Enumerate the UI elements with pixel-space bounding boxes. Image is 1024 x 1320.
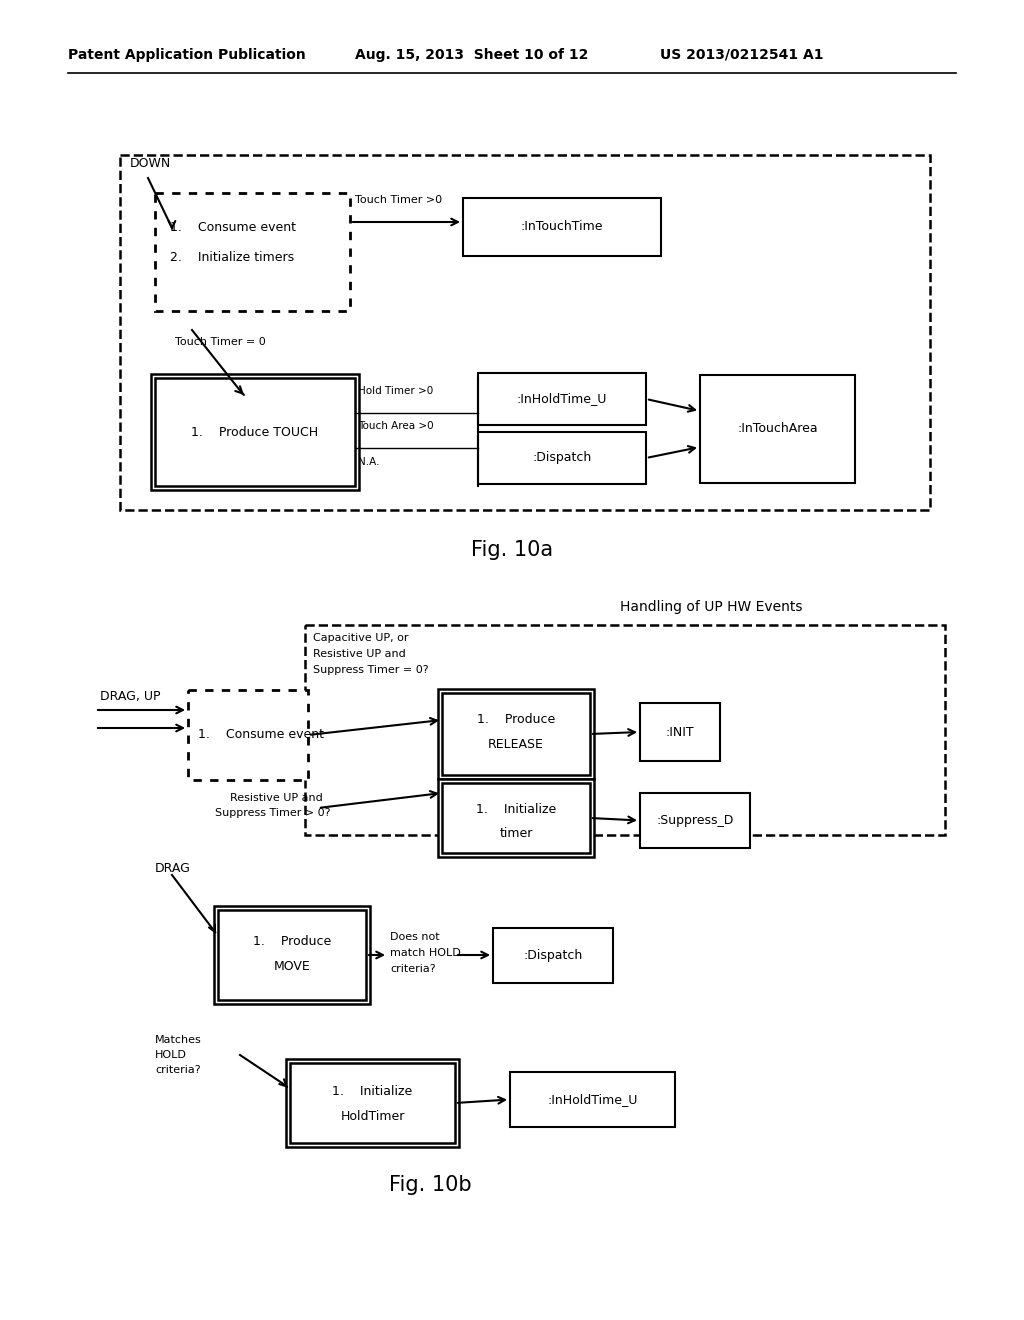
Text: Resistive UP and: Resistive UP and	[313, 649, 406, 659]
Text: Fig. 10b: Fig. 10b	[389, 1175, 471, 1195]
Text: Patent Application Publication: Patent Application Publication	[68, 48, 306, 62]
Bar	[442, 693, 590, 775]
Text: :InHoldTime_U: :InHoldTime_U	[517, 392, 607, 405]
Text: :InTouchTime: :InTouchTime	[521, 220, 603, 234]
Bar	[640, 793, 750, 847]
Bar	[286, 1059, 459, 1147]
Text: DRAG: DRAG	[155, 862, 190, 875]
Text: N.A.: N.A.	[358, 457, 380, 467]
Text: Fig. 10a: Fig. 10a	[471, 540, 553, 560]
Text: :Dispatch: :Dispatch	[532, 451, 592, 465]
Bar	[478, 374, 646, 425]
Text: :Suppress_D: :Suppress_D	[656, 814, 733, 828]
Text: timer: timer	[500, 828, 532, 840]
Text: criteria?: criteria?	[390, 964, 435, 974]
Text: Capacitive UP, or: Capacitive UP, or	[313, 634, 409, 643]
Text: Suppress Timer = 0?: Suppress Timer = 0?	[313, 665, 429, 675]
Text: Touch Timer >0: Touch Timer >0	[355, 195, 442, 205]
Text: Matches: Matches	[155, 1035, 202, 1045]
Text: MOVE: MOVE	[273, 960, 310, 973]
Bar	[463, 198, 662, 256]
Text: Aug. 15, 2013  Sheet 10 of 12: Aug. 15, 2013 Sheet 10 of 12	[355, 48, 589, 62]
Text: criteria?: criteria?	[155, 1065, 201, 1074]
Bar	[700, 375, 855, 483]
Bar	[120, 154, 930, 510]
Bar	[218, 909, 366, 1001]
Text: 1.    Produce: 1. Produce	[253, 935, 331, 948]
Text: 1.    Produce TOUCH: 1. Produce TOUCH	[191, 425, 318, 438]
Text: Touch Area >0: Touch Area >0	[358, 421, 433, 432]
Text: HOLD: HOLD	[155, 1049, 186, 1060]
Bar	[290, 1063, 455, 1143]
Bar	[155, 378, 355, 486]
Text: 1.    Produce: 1. Produce	[477, 713, 555, 726]
Bar	[510, 1072, 675, 1127]
Bar	[640, 704, 720, 762]
Bar	[442, 783, 590, 853]
Text: :InHoldTime_U: :InHoldTime_U	[547, 1093, 638, 1106]
Text: DOWN: DOWN	[130, 157, 171, 170]
Bar	[155, 193, 350, 312]
Text: RELEASE: RELEASE	[488, 738, 544, 751]
Text: match HOLD: match HOLD	[390, 948, 461, 958]
Text: :Dispatch: :Dispatch	[523, 949, 583, 962]
Text: 1.    Initialize: 1. Initialize	[476, 803, 556, 816]
Text: 1.    Initialize: 1. Initialize	[333, 1085, 413, 1098]
Text: 1.    Consume event: 1. Consume event	[198, 729, 324, 742]
Text: 2.    Initialize timers: 2. Initialize timers	[170, 251, 294, 264]
Text: :InTouchArea: :InTouchArea	[737, 422, 818, 436]
Bar	[438, 689, 594, 779]
Text: Suppress Timer > 0?: Suppress Timer > 0?	[215, 808, 331, 818]
Text: 1.    Consume event: 1. Consume event	[170, 220, 296, 234]
Text: Does not: Does not	[390, 932, 439, 942]
Bar	[305, 624, 945, 836]
Text: US 2013/0212541 A1: US 2013/0212541 A1	[660, 48, 823, 62]
Bar	[478, 432, 646, 484]
Bar	[188, 690, 308, 780]
Bar	[151, 374, 359, 490]
Text: Resistive UP and: Resistive UP and	[230, 793, 323, 803]
Bar	[214, 906, 370, 1005]
Text: DRAG, UP: DRAG, UP	[100, 690, 161, 704]
Bar	[493, 928, 613, 983]
Text: HoldTimer: HoldTimer	[340, 1110, 404, 1123]
Text: Hold Timer >0: Hold Timer >0	[358, 385, 433, 396]
Bar	[438, 779, 594, 857]
Text: Handling of UP HW Events: Handling of UP HW Events	[620, 601, 803, 614]
Text: Touch Timer = 0: Touch Timer = 0	[175, 337, 266, 347]
Text: :INIT: :INIT	[666, 726, 694, 738]
